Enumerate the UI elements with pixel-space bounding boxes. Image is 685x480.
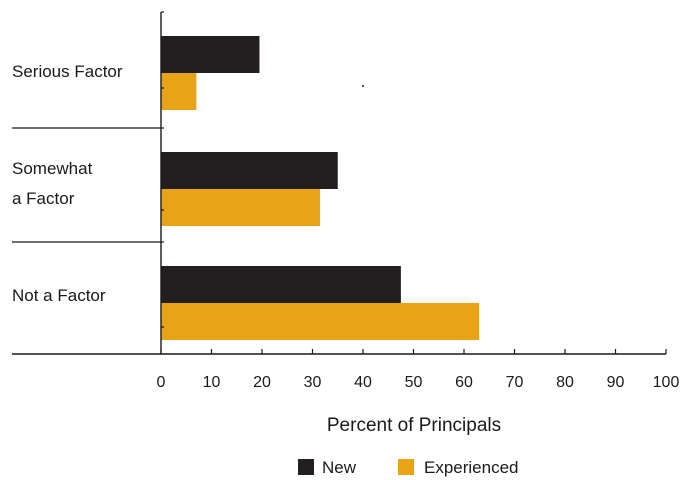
bar-experienced-0 [161,73,197,110]
x-tick-label: 70 [506,374,524,391]
category-label: Not a Factor [12,286,106,305]
category-labels: Serious Factor Somewhat a Factor Not a Fact… [12,62,123,305]
x-tick-labels: 0 10 20 30 40 50 60 70 80 90 100 [157,374,680,391]
x-tick-label: 40 [354,374,372,391]
x-tick-label: 30 [304,374,322,391]
x-tick-label: 20 [253,374,271,391]
bars-group [161,36,480,340]
category-label: a Factor [12,189,75,208]
x-axis-label: Percent of Principals [327,415,501,436]
bar-new-0 [161,36,260,73]
bar-new-1 [161,152,338,189]
x-tick-label: 100 [653,374,680,391]
bar-experienced-1 [161,189,321,226]
axes-group [12,11,667,355]
bar-experienced-2 [161,303,480,340]
x-tick-label: 10 [203,374,221,391]
x-tick-label: 60 [455,374,473,391]
x-tick-label: 80 [556,374,574,391]
category-label: Serious Factor [12,62,123,81]
bar-new-2 [161,266,401,303]
legend: New Experienced [298,458,519,477]
legend-swatch-new [298,459,314,475]
legend-label-new: New [322,458,357,477]
x-tick-label: 50 [405,374,423,391]
legend-swatch-experienced [398,459,414,475]
legend-label-experienced: Experienced [424,458,519,477]
x-tick-label: 0 [157,374,166,391]
x-tick-label: 90 [607,374,625,391]
category-label: Somewhat [12,159,93,178]
